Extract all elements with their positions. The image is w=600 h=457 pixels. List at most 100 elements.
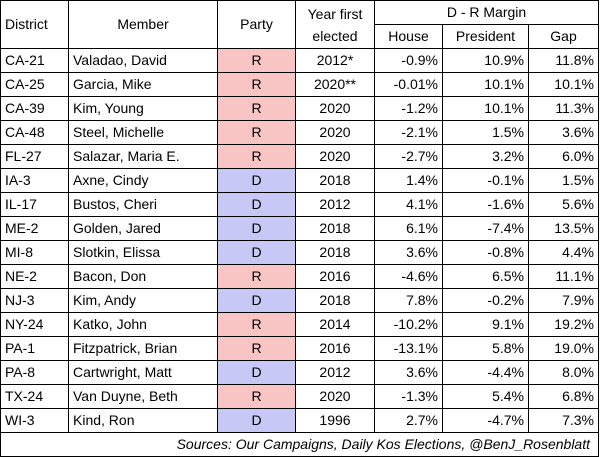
cell-district: NE-2 xyxy=(0,264,69,289)
cell-party: D xyxy=(217,288,296,313)
table-row: CA-25 Garcia, Mike R 2020** -0.01% 10.1% 10.1% xyxy=(0,72,599,97)
cell-party: D xyxy=(217,168,296,193)
cell-year-first-elected: 2020 xyxy=(295,120,375,145)
cell-gap: 4.4% xyxy=(528,240,599,265)
table-row: CA-21 Valadao, David R 2012* -0.9% 10.9% 11.8% xyxy=(0,48,599,73)
cell-year-first-elected: 2018 xyxy=(295,288,375,313)
cell-member: Van Duyne, Beth xyxy=(68,384,218,409)
cell-year-first-elected: 2020** xyxy=(295,72,375,97)
cell-house-margin: -4.6% xyxy=(374,264,443,289)
cell-house-margin: -0.9% xyxy=(374,48,443,73)
cell-president-margin: -4.7% xyxy=(442,408,529,433)
cell-gap: 11.8% xyxy=(528,48,599,73)
cell-member: Bacon, Don xyxy=(68,264,218,289)
cell-party: R xyxy=(217,336,296,361)
header-margin-group: D - R Margin xyxy=(374,0,599,25)
cell-district: CA-39 xyxy=(0,96,69,121)
cell-party: R xyxy=(217,312,296,337)
cell-year-first-elected: 2012* xyxy=(295,48,375,73)
cell-gap: 5.6% xyxy=(528,192,599,217)
cell-year-first-elected: 2020 xyxy=(295,384,375,409)
cell-member: Slotkin, Elissa xyxy=(68,240,218,265)
cell-district: CA-25 xyxy=(0,72,69,97)
cell-president-margin: 5.4% xyxy=(442,384,529,409)
cell-party: R xyxy=(217,264,296,289)
cell-gap: 11.3% xyxy=(528,96,599,121)
cell-house-margin: -2.1% xyxy=(374,120,443,145)
cell-year-first-elected: 2018 xyxy=(295,168,375,193)
cell-president-margin: -1.6% xyxy=(442,192,529,217)
table-row: PA-1 Fitzpatrick, Brian R 2016 -13.1% 5.8% 19.… xyxy=(0,336,599,361)
cell-district: CA-21 xyxy=(0,48,69,73)
cell-house-margin: 1.4% xyxy=(374,168,443,193)
cell-gap: 1.5% xyxy=(528,168,599,193)
cell-district: IL-17 xyxy=(0,192,69,217)
header-year-first-elected: Year first elected xyxy=(295,0,375,49)
cell-president-margin: 9.1% xyxy=(442,312,529,337)
cell-house-margin: 4.1% xyxy=(374,192,443,217)
cell-member: Katko, John xyxy=(68,312,218,337)
cell-member: Salazar, Maria E. xyxy=(68,144,218,169)
cell-district: WI-3 xyxy=(0,408,69,433)
header-year-line1: Year first xyxy=(307,5,363,22)
table-header: District Member Party Year first elected… xyxy=(0,0,599,49)
header-president: President xyxy=(442,24,529,49)
table-row: CA-48 Steel, Michelle R 2020 -2.1% 1.5% 3.6% xyxy=(0,120,599,145)
table-row: IA-3 Axne, Cindy D 2018 1.4% -0.1% 1.5% xyxy=(0,168,599,193)
cell-year-first-elected: 2018 xyxy=(295,216,375,241)
table-row: PA-8 Cartwright, Matt D 2012 3.6% -4.4% 8.0% xyxy=(0,360,599,385)
table-row: FL-27 Salazar, Maria E. R 2020 -2.7% 3.2% 6.0% xyxy=(0,144,599,169)
cell-gap: 7.9% xyxy=(528,288,599,313)
cell-district: FL-27 xyxy=(0,144,69,169)
cell-party: R xyxy=(217,120,296,145)
cell-district: MI-8 xyxy=(0,240,69,265)
cell-party: D xyxy=(217,360,296,385)
cell-gap: 10.1% xyxy=(528,72,599,97)
cell-house-margin: 6.1% xyxy=(374,216,443,241)
cell-party: D xyxy=(217,192,296,217)
cell-district: TX-24 xyxy=(0,384,69,409)
cell-house-margin: 2.7% xyxy=(374,408,443,433)
cell-member: Kind, Ron xyxy=(68,408,218,433)
cell-president-margin: 5.8% xyxy=(442,336,529,361)
sources-note: Sources: Our Campaigns, Daily Kos Electi… xyxy=(0,432,599,457)
cell-gap: 7.3% xyxy=(528,408,599,433)
cell-district: IA-3 xyxy=(0,168,69,193)
table-body: CA-21 Valadao, David R 2012* -0.9% 10.9% 11.8%… xyxy=(0,48,599,433)
cell-year-first-elected: 2020 xyxy=(295,96,375,121)
cell-house-margin: -13.1% xyxy=(374,336,443,361)
cell-party: R xyxy=(217,48,296,73)
cell-district: PA-1 xyxy=(0,336,69,361)
cell-year-first-elected: 2012 xyxy=(295,192,375,217)
cell-gap: 19.0% xyxy=(528,336,599,361)
cell-president-margin: -0.2% xyxy=(442,288,529,313)
cell-year-first-elected: 2016 xyxy=(295,264,375,289)
cell-president-margin: 1.5% xyxy=(442,120,529,145)
cell-year-first-elected: 2016 xyxy=(295,336,375,361)
cell-president-margin: 10.9% xyxy=(442,48,529,73)
table-row: CA-39 Kim, Young R 2020 -1.2% 10.1% 11.3% xyxy=(0,96,599,121)
table-row: IL-17 Bustos, Cheri D 2012 4.1% -1.6% 5.6% xyxy=(0,192,599,217)
cell-house-margin: -2.7% xyxy=(374,144,443,169)
cell-member: Cartwright, Matt xyxy=(68,360,218,385)
cell-district: CA-48 xyxy=(0,120,69,145)
cell-gap: 13.5% xyxy=(528,216,599,241)
cell-party: D xyxy=(217,240,296,265)
cell-year-first-elected: 1996 xyxy=(295,408,375,433)
cell-house-margin: -1.3% xyxy=(374,384,443,409)
cell-house-margin: 3.6% xyxy=(374,240,443,265)
table-row: NE-2 Bacon, Don R 2016 -4.6% 6.5% 11.1% xyxy=(0,264,599,289)
cell-member: Valadao, David xyxy=(68,48,218,73)
header-house: House xyxy=(374,24,443,49)
cell-member: Bustos, Cheri xyxy=(68,192,218,217)
cell-member: Garcia, Mike xyxy=(68,72,218,97)
cell-member: Golden, Jared xyxy=(68,216,218,241)
cell-gap: 6.0% xyxy=(528,144,599,169)
cell-party: R xyxy=(217,96,296,121)
table-row: NJ-3 Kim, Andy D 2018 7.8% -0.2% 7.9% xyxy=(0,288,599,313)
cell-president-margin: 6.5% xyxy=(442,264,529,289)
cell-year-first-elected: 2012 xyxy=(295,360,375,385)
header-member: Member xyxy=(68,0,218,49)
